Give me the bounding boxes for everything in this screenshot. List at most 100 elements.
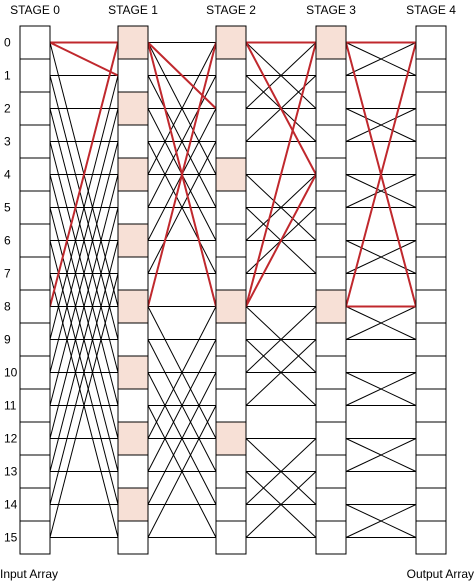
array-cell: [215, 454, 247, 489]
array-cell: [117, 454, 149, 489]
highlight-path: [245, 174, 317, 307]
array-cell: [415, 289, 447, 324]
highlight-path: [147, 41, 217, 110]
array-cell: [117, 355, 149, 390]
row-label: 11: [4, 399, 17, 413]
connection: [147, 372, 217, 505]
array-cell: [215, 256, 247, 291]
array-cell: [415, 25, 447, 60]
highlight-path: [147, 42, 217, 307]
array-cell: [117, 388, 149, 423]
stage-title: STAGE 0: [10, 3, 60, 17]
array-cell: [315, 520, 347, 555]
array-cell: [315, 454, 347, 489]
array-cell: [19, 322, 51, 357]
connection: [49, 273, 119, 538]
connection: [345, 438, 417, 472]
array-cell: [315, 190, 347, 225]
highlight-path: [49, 41, 119, 77]
row-label: 14: [4, 498, 18, 512]
array-cell: [415, 190, 447, 225]
array-cell: [415, 223, 447, 258]
output-label: Output Array: [407, 567, 474, 581]
connection: [345, 306, 417, 340]
array-cell: [117, 25, 149, 60]
array-cell: [315, 322, 347, 357]
array-cell: [215, 355, 247, 390]
connection: [49, 207, 119, 472]
array-cell: [215, 289, 247, 324]
array-cell: [315, 256, 347, 291]
highlight-path: [245, 42, 317, 307]
row-label: 8: [4, 300, 11, 314]
connection: [49, 240, 119, 505]
row-label: 13: [4, 465, 18, 479]
array-cell: [415, 355, 447, 390]
array-cell: [415, 256, 447, 291]
connection: [147, 339, 217, 472]
array-cell: [415, 454, 447, 489]
array-cell: [315, 487, 347, 522]
array-cell: [315, 421, 347, 456]
connection: [147, 306, 217, 439]
array-cell: [19, 421, 51, 456]
connection: [245, 42, 317, 109]
connection: [49, 75, 119, 340]
array-cell: [215, 421, 247, 456]
array-cell: [315, 388, 347, 423]
array-cell: [117, 487, 149, 522]
array-cell: [19, 487, 51, 522]
array-cell: [19, 388, 51, 423]
connection: [49, 174, 119, 439]
array-cell: [19, 58, 51, 93]
array-cell: [415, 157, 447, 192]
array-cell: [19, 190, 51, 225]
row-label: 1: [4, 69, 11, 83]
array-cell: [117, 322, 149, 357]
array-cell: [19, 25, 51, 60]
array-cell: [117, 256, 149, 291]
connection: [245, 471, 317, 538]
array-cell: [117, 223, 149, 258]
array-cell: [415, 322, 447, 357]
array-cell: [19, 157, 51, 192]
array-cell: [215, 520, 247, 555]
connection: [245, 306, 317, 373]
array-cell: [19, 454, 51, 489]
input-label: Input Array: [0, 567, 58, 581]
array-cell: [315, 124, 347, 159]
array-cell: [415, 487, 447, 522]
connection: [345, 504, 417, 538]
stage-title: STAGE 2: [206, 3, 256, 17]
array-cell: [117, 190, 149, 225]
array-cell: [415, 58, 447, 93]
row-label: 6: [4, 234, 11, 248]
stage-title: STAGE 4: [406, 3, 456, 17]
row-label: 7: [4, 267, 11, 281]
array-cell: [415, 388, 447, 423]
array-cell: [117, 58, 149, 93]
row-label: 10: [4, 366, 18, 380]
row-label: 15: [4, 531, 18, 545]
array-cell: [415, 91, 447, 126]
array-cell: [19, 256, 51, 291]
stage-title: STAGE 1: [108, 3, 158, 17]
array-cell: [215, 190, 247, 225]
array-cell: [415, 421, 447, 456]
array-cell: [19, 289, 51, 324]
array-cell: [315, 91, 347, 126]
array-cell: [315, 289, 347, 324]
array-cell: [215, 157, 247, 192]
array-cell: [19, 355, 51, 390]
array-cell: [117, 124, 149, 159]
array-cell: [215, 25, 247, 60]
connection: [345, 240, 417, 274]
connection: [49, 108, 119, 373]
row-label: 12: [4, 432, 18, 446]
row-label: 3: [4, 135, 11, 149]
highlight-path: [49, 42, 119, 307]
array-cell: [215, 91, 247, 126]
row-label: 2: [4, 102, 11, 116]
array-cell: [215, 58, 247, 93]
